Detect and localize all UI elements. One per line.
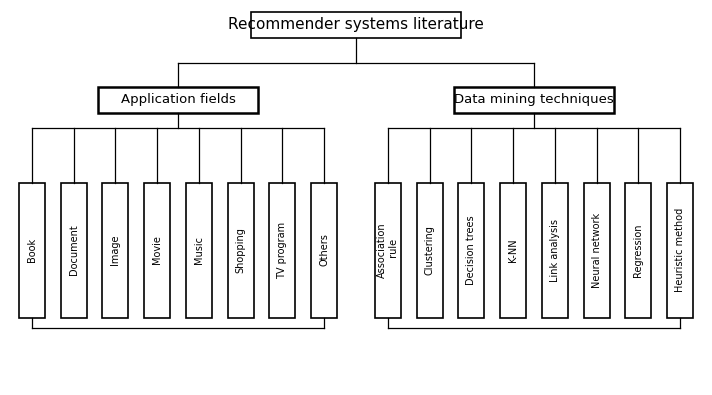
FancyBboxPatch shape bbox=[459, 182, 484, 318]
Text: Music: Music bbox=[194, 236, 204, 264]
FancyBboxPatch shape bbox=[454, 87, 614, 113]
Text: Book: Book bbox=[27, 238, 37, 262]
Text: Others: Others bbox=[319, 233, 329, 267]
FancyBboxPatch shape bbox=[584, 182, 609, 318]
FancyBboxPatch shape bbox=[19, 182, 45, 318]
FancyBboxPatch shape bbox=[186, 182, 212, 318]
Text: Recommender systems literature: Recommender systems literature bbox=[228, 17, 484, 32]
FancyBboxPatch shape bbox=[311, 182, 337, 318]
Text: K-NN: K-NN bbox=[508, 238, 518, 262]
Text: Movie: Movie bbox=[152, 235, 162, 264]
FancyBboxPatch shape bbox=[251, 12, 461, 38]
Text: Application fields: Application fields bbox=[120, 94, 236, 107]
Text: Heuristic method: Heuristic method bbox=[675, 208, 685, 292]
Text: Regression: Regression bbox=[633, 223, 643, 277]
Text: Association
 rule: Association rule bbox=[377, 222, 399, 278]
Text: Document: Document bbox=[69, 225, 79, 275]
Text: Clustering: Clustering bbox=[425, 225, 435, 275]
FancyBboxPatch shape bbox=[625, 182, 651, 318]
FancyBboxPatch shape bbox=[144, 182, 170, 318]
Text: TV program: TV program bbox=[277, 222, 287, 278]
FancyBboxPatch shape bbox=[228, 182, 253, 318]
Text: Image: Image bbox=[110, 235, 120, 265]
FancyBboxPatch shape bbox=[667, 182, 693, 318]
Text: Data mining techniques: Data mining techniques bbox=[454, 94, 614, 107]
FancyBboxPatch shape bbox=[98, 87, 258, 113]
FancyBboxPatch shape bbox=[269, 182, 295, 318]
FancyBboxPatch shape bbox=[417, 182, 443, 318]
FancyBboxPatch shape bbox=[375, 182, 401, 318]
Text: Link analysis: Link analysis bbox=[550, 218, 560, 282]
FancyBboxPatch shape bbox=[103, 182, 128, 318]
Text: Neural network: Neural network bbox=[592, 213, 602, 288]
Text: Decision trees: Decision trees bbox=[466, 215, 476, 285]
Text: Shopping: Shopping bbox=[236, 227, 246, 273]
FancyBboxPatch shape bbox=[500, 182, 526, 318]
FancyBboxPatch shape bbox=[61, 182, 87, 318]
FancyBboxPatch shape bbox=[542, 182, 568, 318]
